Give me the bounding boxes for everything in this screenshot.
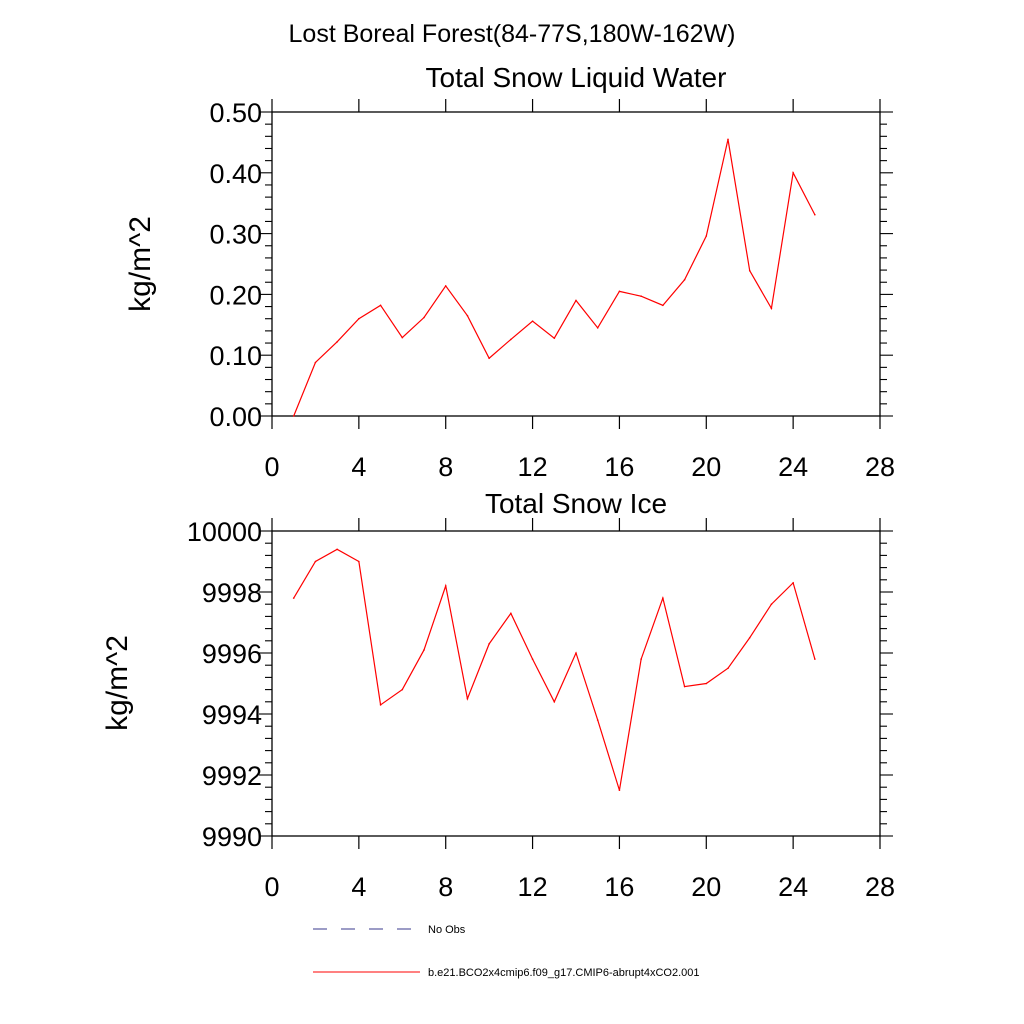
y-tick-label: 9996: [202, 639, 262, 669]
data-point: [423, 316, 425, 319]
data-point: [814, 658, 816, 660]
series-line: [293, 548, 816, 791]
data-point: [618, 789, 621, 792]
data-point: [531, 658, 534, 660]
chart-title: Total Snow Liquid Water: [426, 62, 727, 93]
data-point: [358, 560, 360, 563]
x-tick-label: 16: [604, 872, 634, 902]
data-point: [336, 341, 338, 343]
panel-snow-ice: Total Snow Ice kg/m^2 0 4 8 12 16 20 24 28 9990 999…: [101, 488, 895, 902]
data-point: [770, 307, 773, 310]
x-tick-label: 8: [438, 452, 453, 482]
data-point: [683, 685, 686, 688]
x-tick-label: 28: [865, 872, 895, 902]
plot-frame: [271, 111, 881, 417]
x-tick-label: 28: [865, 452, 895, 482]
series-line: [293, 139, 816, 417]
data-point: [792, 172, 794, 174]
y-tick-label: 0.50: [209, 98, 262, 128]
x-tick-label: 12: [518, 452, 548, 482]
data-point: [401, 688, 404, 691]
data-point: [466, 697, 469, 700]
data-point: [705, 235, 708, 237]
x-tick-label: 0: [264, 872, 279, 902]
y-axis-label: kg/m^2: [101, 635, 134, 731]
y-tick-label: 9998: [202, 578, 262, 608]
data-point: [575, 299, 577, 302]
data-point: [575, 652, 577, 654]
data-point: [640, 658, 642, 660]
x-tick-label: 24: [778, 872, 808, 902]
y-axis-label: kg/m^2: [124, 216, 157, 312]
plot-frame: [271, 530, 881, 837]
x-tick-label: 12: [518, 872, 548, 902]
data-point: [531, 320, 534, 322]
data-point: [553, 701, 556, 703]
data-point: [358, 317, 360, 320]
data-point: [596, 327, 599, 329]
data-point: [596, 719, 599, 721]
data-point: [662, 597, 664, 599]
y-tick-label: 10000: [187, 517, 262, 547]
x-tick-label: 20: [691, 452, 721, 482]
data-point: [662, 304, 664, 307]
data-point: [748, 269, 751, 272]
chart-title: Total Snow Ice: [485, 488, 667, 519]
data-point: [401, 336, 404, 339]
data-point: [683, 279, 686, 281]
x-tick-label: 0: [264, 452, 279, 482]
y-tick-label: 0.20: [209, 280, 262, 310]
data-point: [379, 704, 382, 706]
x-tick-label: 24: [778, 452, 808, 482]
legend-label: No Obs: [428, 924, 466, 936]
x-tick-label: 8: [438, 872, 453, 902]
x-tick-label: 4: [351, 452, 366, 482]
data-point: [727, 667, 729, 670]
data-point: [314, 361, 317, 364]
x-tick-label: 4: [351, 872, 366, 902]
figure-title: Lost Boreal Forest(84-77S,180W-162W): [289, 20, 736, 48]
data-point: [292, 597, 295, 599]
data-point: [488, 643, 490, 645]
data-point: [748, 636, 751, 639]
y-tick-label: 9992: [202, 761, 262, 791]
data-point: [444, 285, 447, 287]
y-tick-label: 9990: [202, 822, 262, 852]
x-tick-label: 20: [691, 872, 721, 902]
panel-snow-liquid-water: Total Snow Liquid Water kg/m^2 0 4 8 12 16 20 24…: [124, 62, 895, 482]
data-point: [792, 582, 794, 584]
data-point: [336, 548, 338, 551]
data-point: [727, 138, 729, 141]
data-point: [770, 603, 773, 605]
x-tick-label: 16: [604, 452, 634, 482]
y-tick-label: 9994: [202, 700, 262, 730]
data-point: [640, 295, 642, 298]
legend: No Obs b.e21.BCO2x4cmip6.f09_g17.CMIP6-ab…: [313, 924, 700, 979]
data-point: [618, 290, 621, 293]
data-point: [292, 415, 295, 417]
data-point: [705, 682, 708, 685]
y-tick-label: 0.40: [209, 159, 262, 189]
y-tick-label: 0.30: [209, 220, 262, 250]
data-point: [510, 612, 512, 615]
data-point: [510, 338, 512, 341]
y-tick-label: 0.10: [209, 341, 262, 371]
data-point: [488, 357, 490, 360]
data-point: [814, 213, 816, 216]
legend-label: b.e21.BCO2x4cmip6.f09_g17.CMIP6-abrupt4x…: [428, 967, 700, 979]
data-point: [423, 649, 425, 651]
data-point: [379, 304, 382, 307]
y-tick-label: 0.00: [209, 402, 262, 432]
data-point: [466, 314, 469, 317]
data-point: [444, 585, 447, 587]
data-point: [553, 337, 556, 339]
data-point: [314, 560, 317, 563]
